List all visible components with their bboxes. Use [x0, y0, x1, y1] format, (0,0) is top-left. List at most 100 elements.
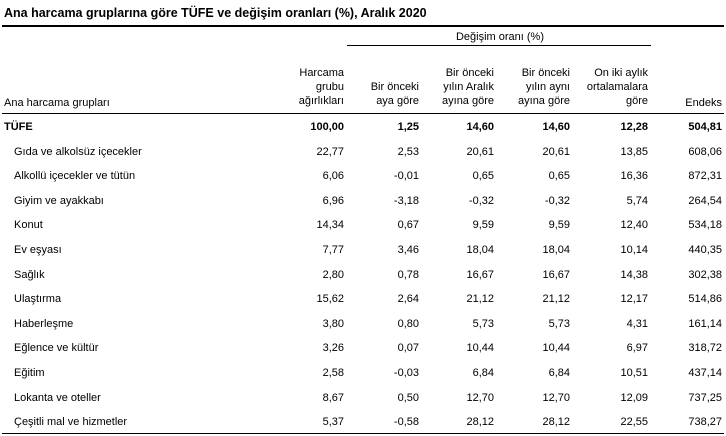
same-month-cell: 12,70 [542, 391, 570, 404]
row-label: Çeşitli mal ve hizmetler [14, 416, 128, 429]
december-cell: 6,84 [472, 367, 494, 379]
weight-cell: 3,26 [322, 342, 344, 355]
table-row: Konut 14,34 0,67 9,59 9,59 12,40 534,18 [0, 213, 726, 237]
column-header-index: Endeks [685, 97, 722, 109]
avg12-cell: 16,36 [620, 170, 648, 183]
december-cell: 10,44 [466, 342, 494, 355]
index-cell: 608,06 [688, 145, 722, 158]
monthly-cell: 0,80 [397, 317, 419, 330]
december-cell: 12,70 [466, 391, 494, 404]
weight-cell: 5,37 [322, 416, 344, 429]
weight-cell: 14,34 [316, 219, 344, 232]
avg12-cell: 6,97 [626, 342, 648, 355]
weight-cell: 3,80 [322, 317, 344, 330]
row-label: Haberleşme [14, 317, 74, 330]
bottom-rule [2, 433, 724, 434]
weight-cell: 2,58 [322, 367, 344, 379]
index-cell: 514,86 [688, 293, 722, 306]
monthly-cell: -0,03 [393, 367, 419, 379]
table-row: Sağlık 2,80 0,78 16,67 16,67 14,38 302,38 [0, 263, 726, 287]
group-header-change-rate: Değişim oranı (%) [455, 31, 545, 43]
avg12-cell: 10,14 [620, 244, 648, 256]
monthly-cell: 2,64 [397, 293, 419, 306]
avg12-cell: 4,31 [626, 317, 648, 330]
table-row: Gıda ve alkolsüz içecekler 22,77 2,53 20,61… [0, 140, 726, 164]
table-title: Ana harcama gruplarına göre TÜFE ve deği… [4, 6, 427, 20]
monthly-cell: 0,67 [397, 219, 419, 232]
same-month-cell: 9,59 [548, 219, 570, 232]
row-label: Eğitim [14, 367, 45, 379]
index-cell: 161,14 [688, 317, 722, 330]
row-label: Lokanta ve oteller [14, 391, 101, 404]
index-cell: 872,31 [688, 170, 722, 183]
index-cell: 302,38 [688, 268, 722, 281]
index-cell: 440,35 [688, 244, 722, 256]
avg12-cell: 13,85 [620, 145, 648, 158]
index-cell: 504,81 [688, 121, 722, 133]
monthly-cell: 0,78 [397, 268, 419, 281]
title-rule [2, 25, 724, 27]
table-row: Haberleşme 3,80 0,80 5,73 5,73 4,31 161,14 [0, 312, 726, 336]
monthly-cell: -0,01 [393, 170, 419, 183]
same-month-cell: 0,65 [548, 170, 570, 183]
table-row: Giyim ve ayakkabı 6,96 -3,18 -0,32 -0,32 5,74… [0, 189, 726, 213]
december-cell: 28,12 [466, 416, 494, 429]
monthly-cell: 0,07 [397, 342, 419, 355]
row-label: Ulaştırma [14, 293, 62, 306]
column-header-monthly: Bir önceki aya göre [370, 81, 419, 107]
december-cell: 20,61 [466, 145, 494, 158]
row-label: Sağlık [14, 268, 45, 281]
monthly-cell: 3,46 [397, 244, 419, 256]
column-header-same-month: Bir önceki yılın aynı ayına göre [518, 67, 570, 107]
row-label: Ev eşyası [14, 244, 62, 256]
table-row: Eğlence ve kültür 3,26 0,07 10,44 10,44 6,97 3… [0, 336, 726, 360]
table-row: Alkollü içecekler ve tütün 6,06 -0,01 0,65 0… [0, 164, 726, 188]
same-month-cell: 28,12 [542, 416, 570, 429]
monthly-cell: -0,58 [393, 416, 419, 429]
avg12-cell: 5,74 [626, 194, 648, 207]
column-header-group: Ana harcama grupları [4, 97, 110, 109]
column-header-weight: Harcama grubu ağırlıkları [298, 67, 344, 107]
index-cell: 534,18 [688, 219, 722, 232]
avg12-cell: 12,17 [620, 293, 648, 306]
table-row: Lokanta ve oteller 8,67 0,50 12,70 12,70 12,0… [0, 386, 726, 410]
index-cell: 318,72 [688, 342, 722, 355]
same-month-cell: -0,32 [544, 194, 570, 207]
row-label: TÜFE [4, 121, 33, 133]
avg12-cell: 10,51 [620, 367, 648, 379]
total-row: TÜFE 100,00 1,25 14,60 14,60 12,28 504,81 [0, 115, 726, 139]
table-row: Eğitim 2,58 -0,03 6,84 6,84 10,51 437,14 [0, 361, 726, 385]
row-label: Alkollü içecekler ve tütün [14, 170, 136, 183]
weight-cell: 7,77 [322, 244, 344, 256]
avg12-cell: 12,40 [620, 219, 648, 232]
monthly-cell: -3,18 [393, 194, 419, 207]
monthly-cell: 2,53 [397, 145, 419, 158]
header-rule [2, 113, 724, 114]
weight-cell: 22,77 [316, 145, 344, 158]
group-header-rule [347, 45, 651, 46]
weight-cell: 6,06 [322, 170, 344, 183]
december-cell: 18,04 [466, 244, 494, 256]
december-cell: 16,67 [466, 268, 494, 281]
weight-cell: 100,00 [310, 121, 344, 133]
row-label: Eğlence ve kültür [14, 342, 99, 355]
avg12-cell: 12,09 [620, 391, 648, 404]
monthly-cell: 0,50 [397, 391, 419, 404]
same-month-cell: 5,73 [548, 317, 570, 330]
table-row: Ulaştırma 15,62 2,64 21,12 21,12 12,17 514,86 [0, 287, 726, 311]
monthly-cell: 1,25 [397, 121, 419, 133]
december-cell: 0,65 [472, 170, 494, 183]
december-cell: 21,12 [466, 293, 494, 306]
same-month-cell: 21,12 [542, 293, 570, 306]
avg12-cell: 22,55 [620, 416, 648, 429]
table-row: Çeşitli mal ve hizmetler 5,37 -0,58 28,12 28… [0, 410, 726, 434]
same-month-cell: 16,67 [542, 268, 570, 281]
same-month-cell: 10,44 [542, 342, 570, 355]
weight-cell: 6,96 [322, 194, 344, 207]
row-label: Konut [14, 219, 43, 232]
index-cell: 737,25 [688, 391, 722, 404]
december-cell: 5,73 [472, 317, 494, 330]
row-label: Gıda ve alkolsüz içecekler [14, 145, 142, 158]
weight-cell: 8,67 [322, 391, 344, 404]
row-label: Giyim ve ayakkabı [14, 194, 104, 207]
